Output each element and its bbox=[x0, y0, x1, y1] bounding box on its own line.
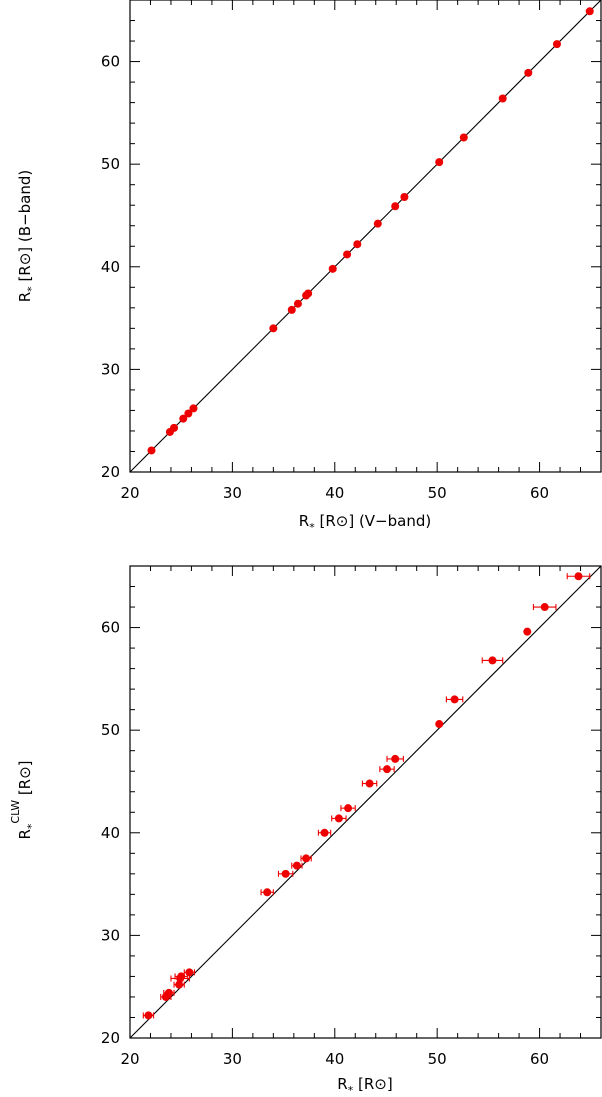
data-point bbox=[177, 972, 186, 981]
x-tick-label: 60 bbox=[530, 484, 549, 502]
y-tick-label: 60 bbox=[101, 619, 120, 637]
data-point bbox=[459, 133, 468, 142]
x-tick-label: 30 bbox=[223, 484, 242, 502]
data-point bbox=[189, 404, 198, 413]
data-point bbox=[175, 980, 184, 989]
x-tick-labels: 20 30 40 50 60 bbox=[120, 484, 549, 502]
data-point bbox=[263, 888, 272, 897]
data-point bbox=[574, 572, 583, 581]
data-point bbox=[365, 779, 374, 788]
one-to-one-line bbox=[129, 0, 602, 473]
y-tick-label: 40 bbox=[101, 258, 120, 276]
one-to-one-line bbox=[129, 565, 602, 1039]
data-points bbox=[147, 7, 594, 455]
x-tick-labels: 20 30 40 50 60 bbox=[120, 1050, 549, 1068]
y-axis-label: R*CLW [R⊙] bbox=[9, 760, 38, 839]
data-point bbox=[147, 446, 156, 455]
y-tick-label: 30 bbox=[101, 926, 120, 944]
data-point bbox=[293, 299, 302, 308]
data-point bbox=[450, 695, 459, 704]
data-point bbox=[373, 219, 382, 228]
y-axis-label: R* [R⊙] (B−band) bbox=[16, 170, 38, 303]
axis-ticks bbox=[129, 565, 602, 1039]
x-tick-label: 20 bbox=[120, 1050, 139, 1068]
data-point bbox=[400, 193, 409, 202]
data-points bbox=[142, 572, 591, 1020]
data-point bbox=[552, 40, 561, 49]
data-point bbox=[498, 94, 507, 103]
data-point bbox=[344, 804, 353, 813]
axis-ticks bbox=[129, 0, 602, 473]
x-tick-label: 50 bbox=[428, 1050, 447, 1068]
y-tick-label: 30 bbox=[101, 360, 120, 378]
data-point bbox=[302, 854, 311, 863]
y-tick-label: 20 bbox=[101, 1029, 120, 1047]
data-point bbox=[523, 627, 532, 636]
x-tick-label: 40 bbox=[325, 1050, 344, 1068]
y-tick-labels: 20 30 40 50 60 bbox=[101, 619, 120, 1047]
data-point bbox=[391, 754, 400, 763]
data-point bbox=[353, 240, 362, 249]
y-tick-label: 20 bbox=[101, 463, 120, 481]
y-tick-label: 40 bbox=[101, 824, 120, 842]
x-tick-label: 30 bbox=[223, 1050, 242, 1068]
y-tick-label: 50 bbox=[101, 155, 120, 173]
y-tick-label: 50 bbox=[101, 721, 120, 739]
data-point bbox=[320, 828, 329, 837]
data-point bbox=[185, 968, 194, 977]
x-axis-label: R* [R⊙] (V−band) bbox=[299, 512, 431, 534]
data-point bbox=[179, 414, 188, 423]
data-point bbox=[328, 264, 337, 273]
data-point bbox=[524, 68, 533, 77]
data-point bbox=[184, 409, 193, 418]
data-point bbox=[540, 603, 549, 612]
x-tick-label: 40 bbox=[325, 484, 344, 502]
data-point bbox=[304, 289, 313, 298]
data-point bbox=[281, 869, 290, 878]
x-tick-label: 60 bbox=[530, 1050, 549, 1068]
panel-b-vs-v: 20 30 40 50 60 20 30 40 50 60 R* [R⊙] (V−band) R… bbox=[16, 0, 602, 534]
data-point bbox=[164, 988, 173, 997]
plot-frame bbox=[129, 0, 602, 473]
data-point bbox=[383, 765, 392, 774]
panel-clw-vs-r: 20 30 40 50 60 20 30 40 50 60 R* [R⊙] R*CLW [R⊙] bbox=[9, 565, 602, 1097]
data-point bbox=[391, 202, 400, 211]
data-point bbox=[435, 158, 444, 167]
y-tick-label: 60 bbox=[101, 53, 120, 71]
plot-frame bbox=[129, 565, 602, 1039]
x-axis-label: R* [R⊙] bbox=[337, 1075, 392, 1097]
data-point bbox=[144, 1011, 153, 1020]
x-tick-label: 50 bbox=[428, 484, 447, 502]
data-point bbox=[343, 250, 352, 259]
data-point bbox=[488, 656, 497, 665]
data-point bbox=[334, 814, 343, 823]
y-tick-labels: 20 30 40 50 60 bbox=[101, 53, 120, 481]
data-point bbox=[585, 7, 594, 16]
data-point bbox=[269, 324, 278, 333]
data-point bbox=[287, 305, 296, 314]
data-point bbox=[435, 720, 444, 729]
data-point bbox=[292, 861, 301, 870]
x-tick-label: 20 bbox=[120, 484, 139, 502]
data-point bbox=[170, 423, 179, 432]
